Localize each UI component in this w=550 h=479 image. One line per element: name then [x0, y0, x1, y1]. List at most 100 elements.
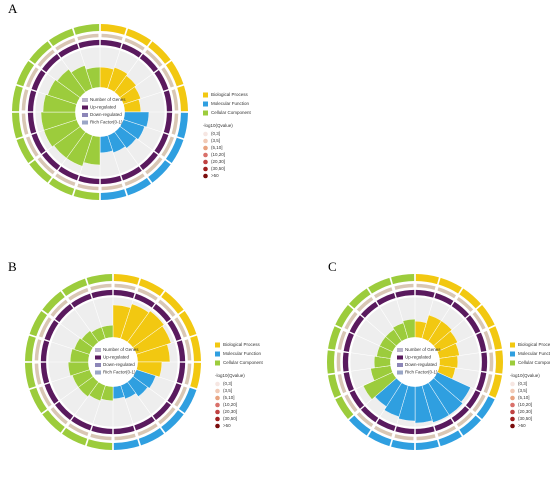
center-key-swatch [95, 363, 101, 367]
qvalue-swatch [215, 388, 220, 394]
legend-label: Cellular Component [211, 110, 252, 115]
qvalue-swatch [203, 152, 208, 158]
legend-swatch [510, 342, 515, 348]
up-regulated-ring [139, 54, 158, 73]
category-band [368, 430, 392, 447]
qvalue-label: (20,30] [518, 409, 532, 414]
category-band [125, 177, 152, 196]
gene-count-ring [37, 157, 55, 175]
gene-count-ring [184, 339, 192, 361]
gene-count-ring [21, 89, 29, 111]
gene-count-ring [174, 317, 187, 338]
up-regulated-ring [342, 352, 349, 372]
qvalue-label: (0,3] [518, 381, 527, 386]
category-band [48, 28, 75, 47]
category-band [29, 41, 52, 64]
category-band [476, 305, 495, 328]
up-regulated-ring [91, 425, 113, 435]
up-regulated-ring [154, 70, 169, 91]
legend-swatch [215, 351, 220, 357]
up-regulated-ring [71, 293, 92, 308]
category-band [100, 24, 127, 35]
category-band [495, 350, 503, 374]
gene-count-ring [344, 311, 358, 330]
category-band [113, 274, 140, 285]
qvalue-label: (3,5] [211, 138, 220, 143]
category-band [190, 335, 201, 362]
up-regulated-ring [349, 390, 365, 409]
up-regulated-ring [465, 315, 481, 334]
up-regulated-ring [42, 54, 61, 73]
category-band [138, 278, 165, 297]
up-regulated-ring [44, 320, 59, 341]
category-band [73, 189, 100, 200]
up-regulated-ring [71, 416, 92, 431]
up-regulated-ring [58, 43, 79, 58]
up-regulated-ring [113, 425, 135, 435]
legend-swatch [203, 101, 208, 107]
center-key-label: Up-regulated [405, 355, 432, 360]
qvalue-swatch [203, 145, 208, 151]
legend-label: Biological Process [518, 342, 550, 347]
center-key-swatch [82, 98, 88, 102]
center-key-swatch [95, 355, 101, 360]
category-band [165, 137, 184, 164]
center-key-label: Rich Factor(0-1) [405, 370, 438, 375]
up-regulated-ring [58, 166, 79, 181]
category-band [476, 396, 495, 419]
gene-count-ring [373, 287, 393, 299]
gene-count-ring [77, 33, 99, 41]
qvalue-swatch [203, 173, 208, 179]
qvalue-title: -log10(Qvalue) [215, 373, 245, 378]
up-regulated-ring [465, 390, 481, 409]
up-regulated-ring [360, 301, 379, 318]
category-band [335, 396, 354, 419]
gene-count-ring [184, 363, 192, 385]
center-key-label: Down-regulated [405, 362, 437, 367]
category-band [165, 60, 184, 87]
gene-count-ring [39, 317, 52, 338]
gene-count-ring [356, 412, 374, 428]
up-regulated-ring [415, 426, 435, 435]
category-band [177, 85, 188, 112]
qvalue-label: >50 [223, 423, 231, 428]
legend-label: Molecular Function [211, 101, 250, 106]
gene-count-ring [171, 113, 179, 135]
center-key-label: Down-regulated [90, 112, 122, 117]
category-band [459, 415, 481, 436]
up-regulated-ring [139, 151, 158, 170]
gene-count-ring [437, 425, 457, 437]
category-band [138, 427, 165, 446]
qvalue-label: (0,3] [223, 381, 232, 386]
legend-label: Cellular Component [223, 360, 264, 365]
category-band [148, 160, 171, 183]
up-regulated-ring [40, 340, 50, 362]
legend-label: Cellular Component [518, 360, 550, 365]
up-regulated-ring [176, 362, 186, 384]
gene-count-ring [483, 330, 493, 350]
gene-count-ring [356, 296, 374, 312]
legend-swatch [215, 342, 220, 348]
qvalue-swatch [510, 395, 515, 401]
qvalue-swatch [203, 131, 208, 137]
category-band [349, 288, 371, 309]
gene-count-ring [55, 173, 76, 186]
category-band [29, 160, 52, 183]
up-regulated-ring [451, 406, 470, 423]
gene-count-ring [90, 283, 112, 291]
gene-count-ring [68, 288, 89, 301]
category-band [29, 310, 48, 337]
category-band [328, 374, 342, 398]
gene-count-ring [50, 407, 68, 425]
category-band [100, 189, 127, 200]
gene-count-ring [336, 352, 341, 372]
gene-count-ring [344, 394, 358, 413]
category-band [16, 60, 35, 87]
category-band [73, 24, 100, 35]
up-regulated-ring [167, 320, 182, 341]
qvalue-label: >50 [518, 423, 526, 428]
qvalue-label: (30,50] [518, 416, 532, 421]
gene-count-ring [37, 49, 55, 67]
qvalue-swatch [510, 416, 515, 422]
